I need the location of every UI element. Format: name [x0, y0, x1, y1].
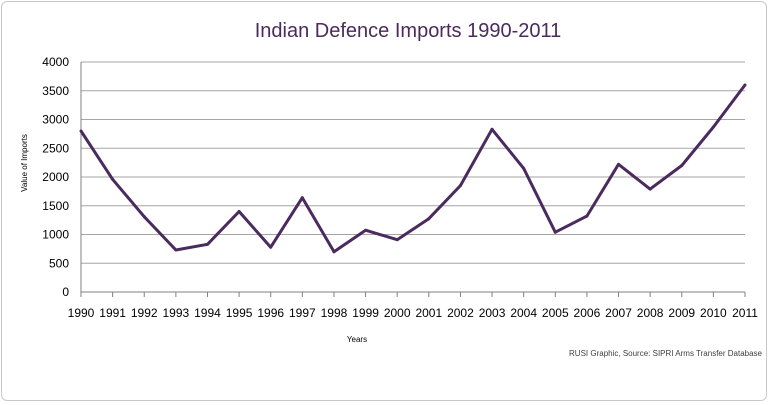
- x-tick-label: 2005: [542, 306, 569, 320]
- chart-title: Indian Defence Imports 1990-2011: [255, 20, 562, 42]
- y-tick-label: 1500: [42, 199, 69, 213]
- data-point: [79, 129, 83, 133]
- data-point: [300, 196, 304, 200]
- data-point: [680, 164, 684, 167]
- x-tick-label: 1992: [131, 306, 158, 320]
- x-tick-label: 1999: [352, 306, 379, 320]
- x-tick-label: 1997: [289, 306, 316, 320]
- data-point: [522, 166, 526, 170]
- x-tick-label: 2006: [574, 306, 601, 320]
- data-point: [617, 162, 621, 166]
- data-point: [711, 125, 715, 129]
- data-point: [142, 215, 146, 219]
- data-point: [427, 217, 431, 221]
- data-point: [205, 242, 209, 246]
- chart-frame: [1, 1, 767, 401]
- y-tick-label: 2000: [42, 170, 69, 184]
- data-point: [174, 248, 178, 252]
- x-tick-label: 2007: [605, 306, 632, 320]
- data-point: [743, 83, 747, 87]
- y-tick-label: 1000: [42, 228, 69, 242]
- x-tick-label: 1991: [99, 306, 126, 320]
- x-tick-label: 1996: [257, 306, 284, 320]
- data-point: [648, 187, 652, 191]
- y-tick-label: 2500: [42, 141, 69, 155]
- data-point: [237, 210, 241, 213]
- x-tick-label: 2004: [510, 306, 537, 320]
- x-tick-label: 2009: [668, 306, 695, 320]
- y-tick-label: 0: [62, 285, 69, 299]
- y-tick-label: 3000: [42, 113, 69, 127]
- x-tick-label: 2011: [732, 306, 758, 320]
- x-tick-label: 2003: [479, 306, 506, 320]
- x-tick-label: 2002: [447, 306, 474, 320]
- data-point: [332, 250, 336, 254]
- x-tick-label: 1990: [68, 306, 95, 320]
- x-tick-label: 2000: [384, 306, 411, 320]
- y-axis-label: Value of Imports: [20, 134, 29, 192]
- data-point: [490, 127, 494, 131]
- x-tick-label: 1998: [321, 306, 348, 320]
- x-tick-labels: 1990 1991 1992 1993 1994 1995 1996 1997 1998 1999…: [68, 306, 759, 320]
- y-tick-label: 500: [49, 256, 69, 270]
- data-point: [364, 228, 368, 232]
- data-point: [553, 230, 557, 234]
- y-tick-label: 3500: [42, 84, 69, 98]
- data-point: [585, 214, 589, 218]
- x-axis-label: Years: [347, 335, 367, 344]
- data-point: [458, 184, 462, 188]
- y-tick-labels: 0 500 1000 1500 2000 2500 3000 3500 4000: [42, 55, 69, 299]
- x-tick-label: 1993: [163, 306, 190, 320]
- series-line: [79, 84, 747, 254]
- data-point: [269, 245, 273, 249]
- x-tick-label: 1994: [194, 306, 221, 320]
- y-tick-label: 4000: [42, 55, 69, 69]
- x-tick-label: 1995: [226, 306, 253, 320]
- data-point: [111, 177, 115, 181]
- series-line-group: [79, 83, 747, 254]
- x-tick-label: 2001: [415, 306, 442, 320]
- gridlines: [80, 61, 746, 297]
- data-point: [395, 238, 399, 242]
- source-note: RUSI Graphic, Source: SIPRI Arms Transfe…: [569, 349, 763, 358]
- x-tick-label: 2008: [637, 306, 664, 320]
- x-tick-label: 2010: [700, 306, 727, 320]
